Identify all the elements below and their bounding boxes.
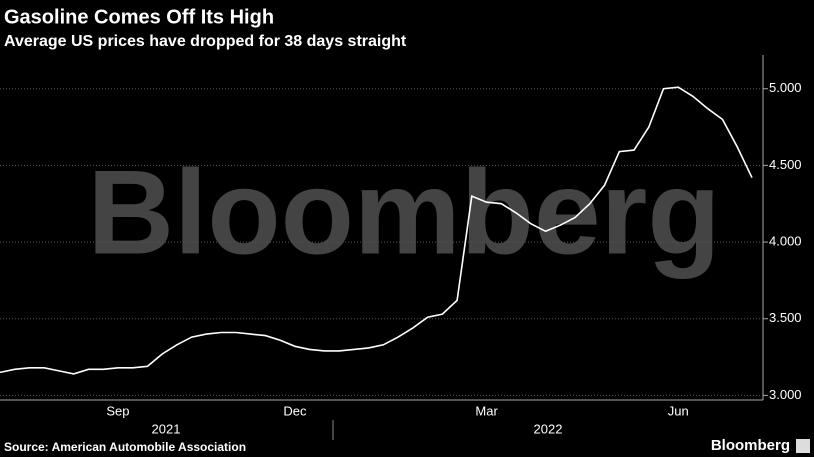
logo-icon [796, 439, 810, 453]
x-tick-label: Dec [283, 403, 307, 418]
logo: Bloomberg [711, 437, 790, 454]
source: Source: American Automobile Association [4, 440, 246, 454]
y-tick-label: 5.000 [769, 80, 802, 95]
y-tick-label: 3.500 [769, 310, 802, 325]
line [0, 86, 753, 375]
year-label: 2022 [534, 421, 563, 436]
y-tick-label: 3.000 [769, 387, 802, 402]
year-label: 2021 [152, 421, 181, 436]
y-tick-label: 4.500 [769, 157, 802, 172]
chart-title: Gasoline Comes Off Its High [4, 6, 274, 28]
chart-subtitle: Average US prices have dropped for 38 da… [4, 33, 407, 50]
x-tick-label: Sep [106, 403, 129, 418]
watermark: Bloomberg [87, 146, 720, 280]
y-tick-label: 4.000 [769, 234, 802, 249]
x-tick-label: Mar [475, 403, 498, 418]
x-tick-label: Jun [668, 403, 689, 418]
